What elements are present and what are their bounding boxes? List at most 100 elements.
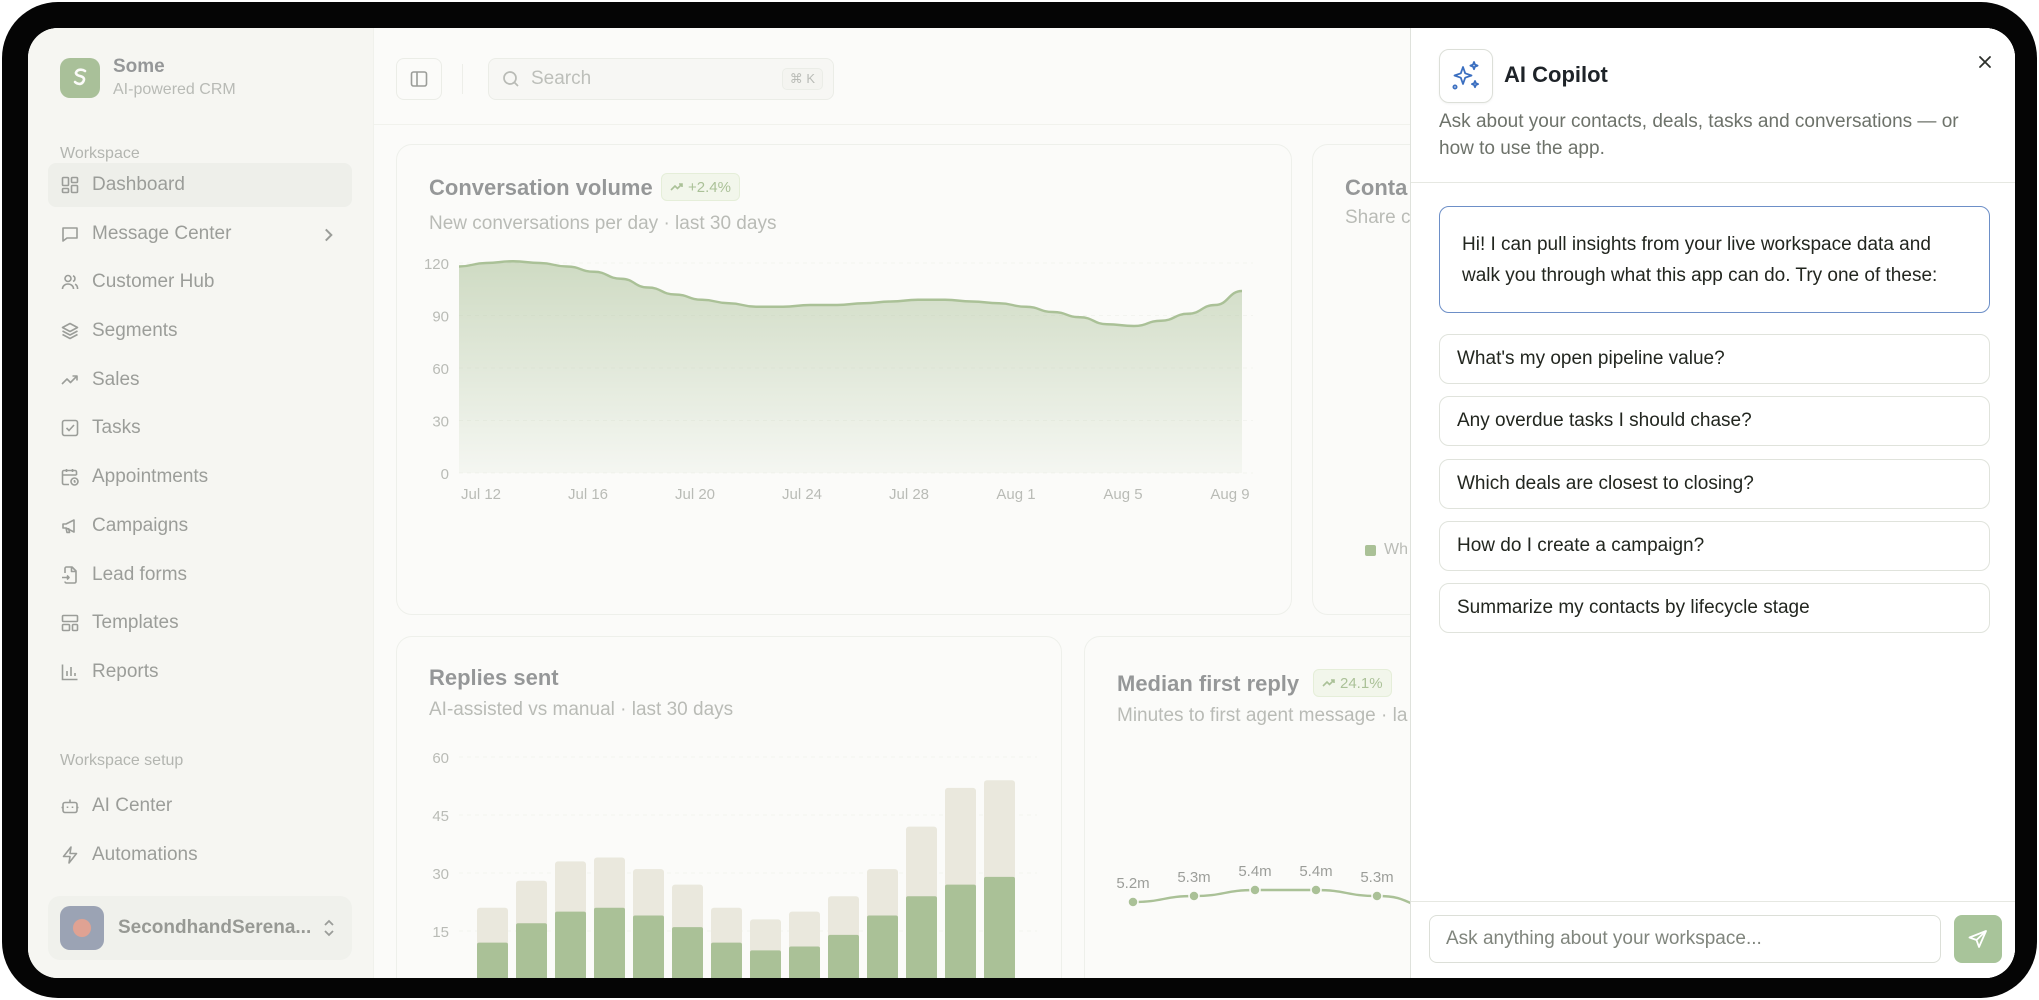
trending-up-icon [670, 183, 683, 191]
bar-ai-assisted [789, 946, 820, 978]
sidebar-item-reports[interactable]: Reports [48, 650, 352, 694]
assistant-message: Hi! I can pull insights from your live w… [1439, 206, 1990, 313]
calendar-clock-icon [61, 469, 79, 486]
conversation-volume-chart: 0 30 60 90 120 Jul 12 Jul 16 Jul 20 Jul 24 Jul 28… [424, 256, 1253, 503]
megaphone-icon [62, 519, 75, 534]
setup-nav: AI Center Automations [48, 784, 352, 881]
badge-text: 24.1% [1340, 674, 1383, 692]
workspace-section-label: Workspace [60, 145, 140, 162]
sidebar-item-label: Appointments [92, 466, 209, 488]
suggestion-button[interactable]: Summarize my contacts by lifecycle stage [1439, 583, 1990, 634]
sidebar-item-templates[interactable]: Templates [48, 601, 352, 645]
data-point [1127, 896, 1139, 908]
chevrons-up-down-icon [324, 919, 334, 937]
sidebar-item-label: Campaigns [92, 514, 189, 536]
area-fill [459, 261, 1242, 473]
panel-title: AI Copilot [1504, 62, 1608, 87]
y-tick-label: 15 [432, 924, 449, 941]
bar-ai-assisted [867, 915, 898, 978]
sidebar-item-sales[interactable]: Sales [48, 358, 352, 402]
bar-ai-assisted [711, 942, 742, 978]
suggestion-button[interactable]: Which deals are closest to closing? [1439, 458, 1990, 509]
ai-copilot-panel: AI Copilot Ask about your contacts, deal… [1410, 28, 2015, 978]
suggestion-button[interactable]: How do I create a campaign? [1439, 520, 1990, 571]
message-square-icon [62, 226, 78, 242]
panel-left-icon [410, 71, 428, 87]
legend-label: Wh [1384, 541, 1408, 558]
x-tick-label: Jul 28 [889, 486, 929, 503]
close-icon [1979, 56, 1991, 68]
suggestion-button[interactable]: What's my open pipeline value? [1439, 334, 1990, 384]
sidebar-item-label: Customer Hub [92, 271, 215, 293]
main-nav: Dashboard Message Center Customer Hub Se… [48, 163, 352, 699]
sidebar-item-label: Segments [92, 320, 178, 342]
send-button[interactable] [1954, 915, 2002, 963]
dashboard-icon [61, 176, 79, 194]
search-placeholder: Search [531, 68, 592, 89]
sidebar-item-campaigns[interactable]: Campaigns [48, 504, 352, 548]
search-shortcut: ⌘ K [781, 68, 823, 90]
sidebar-item-label: Dashboard [92, 174, 185, 195]
bar-ai-assisted [750, 950, 781, 978]
card-title: Conversation volume [429, 175, 653, 200]
sidebar-item-customer-hub[interactable]: Customer Hub [48, 260, 352, 304]
data-label: 5.4m [1238, 863, 1271, 880]
sidebar-toggle-button[interactable] [396, 58, 442, 100]
replies-sent-chart: 15 30 45 60 [432, 750, 1037, 978]
sidebar-item-tasks[interactable]: Tasks [48, 406, 352, 450]
y-tick-label: 120 [424, 256, 449, 273]
sidebar-item-label: Tasks [92, 417, 141, 439]
file-input-icon [62, 565, 77, 584]
brand-subtitle: AI-powered CRM [113, 81, 236, 98]
sidebar-item-label: AI Center [92, 795, 173, 816]
sidebar-item-automations[interactable]: Automations [48, 833, 352, 877]
bar-ai-assisted [633, 915, 664, 978]
bar-ai-assisted [516, 923, 547, 978]
sidebar-item-label: Message Center [92, 222, 232, 244]
user-name: SecondhandSerena... [118, 917, 312, 938]
y-tick-label: 0 [441, 466, 449, 483]
x-tick-label: Jul 16 [568, 486, 608, 503]
data-point [1188, 890, 1200, 902]
x-tick-label: Aug 1 [996, 486, 1035, 503]
sidebar-item-message-center[interactable]: Message Center [48, 212, 352, 256]
sidebar-item-ai-center[interactable]: AI Center [48, 784, 352, 828]
sidebar-item-dashboard[interactable]: Dashboard [48, 163, 352, 207]
x-tick-label: Jul 12 [461, 486, 501, 503]
copilot-input-placeholder: Ask anything about your workspace... [1446, 928, 1762, 949]
badge-text: +2.4% [688, 178, 731, 196]
copilot-input[interactable]: Ask anything about your workspace... [1429, 915, 1941, 963]
sidebar-item-lead-forms[interactable]: Lead forms [48, 553, 352, 597]
app-screen: Some AI-powered CRM Workspace Dashboard … [28, 28, 2015, 978]
avatar [60, 906, 104, 950]
bar-ai-assisted [555, 911, 586, 978]
x-tick-label: Aug 9 [1210, 486, 1249, 503]
sidebar-item-appointments[interactable]: Appointments [48, 455, 352, 499]
sidebar-item-label: Lead forms [92, 563, 188, 585]
topbar-divider [462, 64, 463, 94]
bot-icon [61, 799, 79, 814]
card-subtitle: AI-assisted vs manual · last 30 days [429, 699, 734, 720]
suggestion-button[interactable]: Any overdue tasks I should chase? [1439, 396, 1990, 447]
y-tick-label: 90 [432, 309, 449, 326]
card-subtitle: Share c [1345, 207, 1411, 228]
bar-ai-assisted [828, 934, 859, 978]
data-label: 5.2m [1116, 875, 1149, 892]
close-button[interactable] [1971, 48, 1999, 76]
panel-description: Ask about your contacts, deals, tasks an… [1439, 111, 1959, 159]
search-input[interactable]: Search ⌘ K [488, 58, 834, 100]
y-tick-label: 30 [432, 414, 449, 431]
search-icon [503, 71, 519, 87]
trending-up-icon [1322, 679, 1335, 687]
user-switcher[interactable]: SecondhandSerena... [48, 896, 352, 960]
brand[interactable]: Some AI-powered CRM [60, 56, 236, 99]
card-subtitle: Minutes to first agent message · la [1117, 705, 1408, 726]
brand-name: Some [113, 56, 165, 77]
sidebar-item-segments[interactable]: Segments [48, 309, 352, 353]
sparkles-icon [1439, 49, 1493, 103]
bar-ai-assisted [945, 884, 976, 978]
brand-logo-icon [60, 57, 100, 98]
layers-icon [61, 322, 79, 340]
send-icon [1968, 930, 1987, 948]
